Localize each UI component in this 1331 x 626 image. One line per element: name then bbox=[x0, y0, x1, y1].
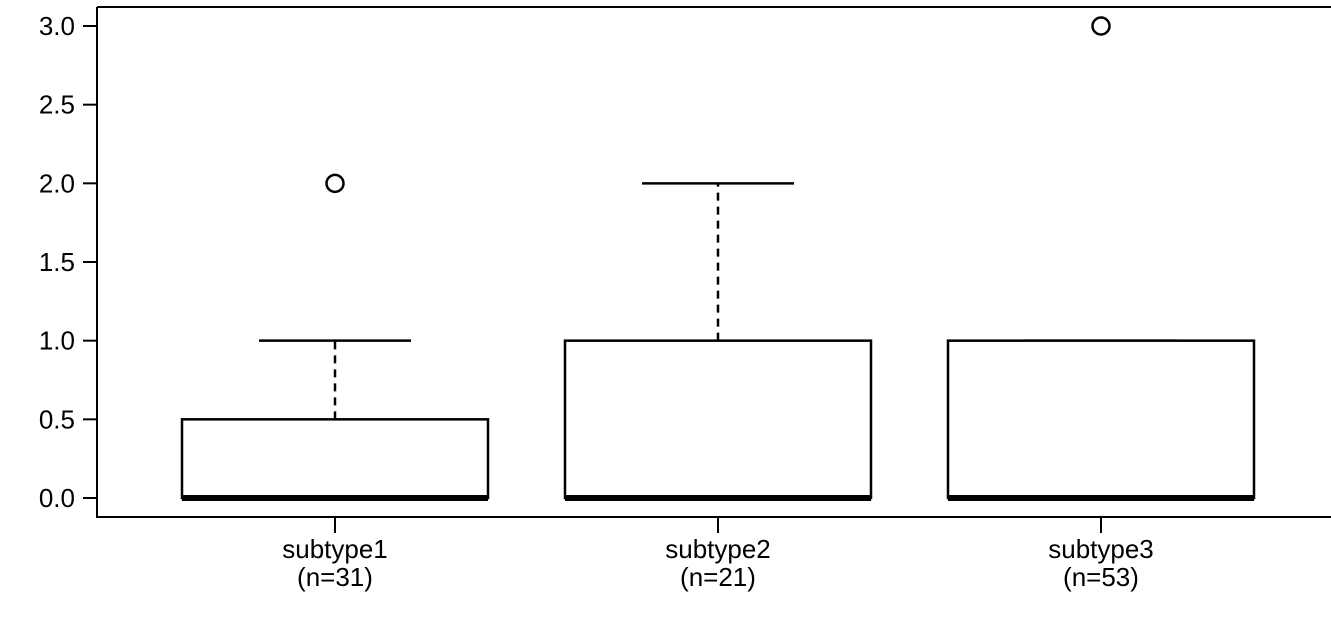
plot-border bbox=[96, 6, 1331, 518]
y-tick-label: 2.0 bbox=[39, 168, 75, 198]
x-category-label: subtype2 bbox=[665, 534, 771, 564]
x-category-label: subtype1 bbox=[282, 534, 388, 564]
y-tick-label: 1.0 bbox=[39, 326, 75, 356]
y-tick-label: 1.5 bbox=[39, 247, 75, 277]
box-series bbox=[180, 16, 1256, 501]
x-category-count-label: (n=21) bbox=[680, 562, 756, 592]
y-tick-label: 3.0 bbox=[39, 11, 75, 41]
x-category-count-label: (n=53) bbox=[1063, 562, 1139, 592]
interquartile-box bbox=[180, 418, 490, 500]
x-category-label: subtype3 bbox=[1048, 534, 1154, 564]
y-tick-label: 2.5 bbox=[39, 90, 75, 120]
interquartile-box bbox=[563, 339, 873, 500]
box-subtype3 bbox=[946, 16, 1256, 501]
plot-frame bbox=[96, 6, 1331, 518]
y-tick-label: 0.0 bbox=[39, 483, 75, 513]
interquartile-box bbox=[946, 339, 1256, 500]
outlier-point bbox=[325, 173, 345, 194]
box-subtype1 bbox=[180, 173, 490, 501]
y-axis: 0.0 0.5 1.0 1.5 2.0 2.5 3.0 bbox=[39, 11, 97, 513]
x-axis: subtype1(n=31) subtype2(n=21) subtype3(n=5… bbox=[282, 517, 1154, 592]
x-category-count-label: (n=31) bbox=[297, 562, 373, 592]
box-subtype2 bbox=[563, 182, 873, 501]
y-tick-label: 0.5 bbox=[39, 404, 75, 434]
outlier-point bbox=[1091, 16, 1111, 36]
